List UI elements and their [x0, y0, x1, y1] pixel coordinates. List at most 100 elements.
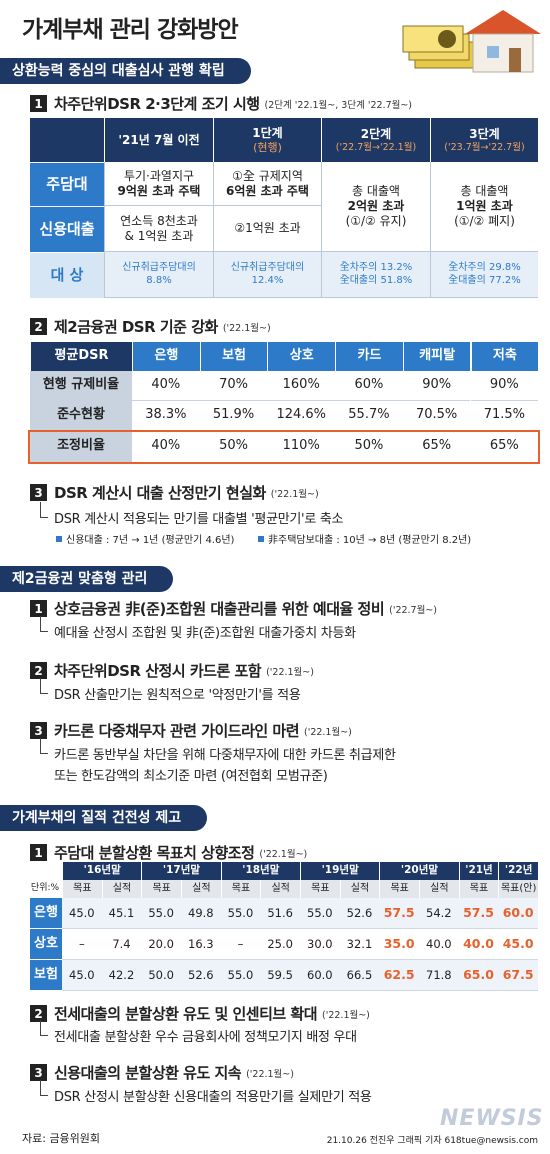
header-line: 3단계 [469, 126, 500, 141]
item-number: 1 [30, 844, 47, 861]
watermark: NEWSIS [440, 1106, 544, 1131]
table-cell: 45.1 [101, 898, 142, 929]
table-cell: – [62, 929, 102, 960]
cell-line: 全차주의 29.8% [448, 262, 521, 273]
table-cell: 연소득 8천초과 & 1억원 초과 [104, 206, 213, 252]
table-header-cell: 2단계 ('22.7월→'22.1월) [321, 118, 430, 162]
table-cell: 38.3% [132, 401, 200, 431]
year-header: '16년말 [62, 862, 142, 880]
item-title: 상호금융권 非(준)조합원 대출관리를 위한 예대율 정비 [54, 600, 385, 618]
table-cell: 65% [470, 431, 539, 463]
table-cell: 54.2 [419, 898, 459, 929]
cell-line: ①全 규제지역 [232, 168, 303, 183]
table-cell: 160% [267, 371, 336, 401]
table-cell: 55.7% [335, 401, 403, 431]
item-detail: 예대율 산정시 조합원 및 非(준)조합원 대출가중치 차등화 [54, 626, 356, 641]
table-cell: 35.0 [379, 929, 419, 960]
cell-line: 2억원 초과 [347, 199, 405, 213]
table-cell: 51.9% [199, 401, 268, 431]
item-heading: 3 신용대출의 분할상환 유도 지속 ('22.1월~) [30, 1062, 294, 1083]
item-title: 신용대출의 분할상환 유도 지속 [54, 1064, 242, 1082]
header-line: '21년 7월 이전 [118, 132, 200, 147]
item-number: 2 [30, 662, 47, 679]
year-header: '18년말 [220, 862, 300, 880]
table-cell: 65% [402, 431, 471, 463]
item-note: ('22.1월~) [304, 726, 352, 738]
table-cell: 50% [335, 431, 403, 463]
row-label: 대 상 [30, 252, 104, 298]
cell-line: ②1억원 초과 [234, 221, 301, 235]
table-cell: 40.0 [458, 929, 499, 960]
sub-header: 실적 [101, 880, 142, 898]
table-header-cell: 저축 [470, 342, 539, 371]
table-cell: 55.0 [141, 898, 181, 929]
table-cell: 52.6 [181, 960, 221, 991]
cell-line: 12.4% [251, 274, 284, 286]
table-cell: 45.0 [498, 929, 538, 960]
table-header-cell: '21년 7월 이전 [104, 118, 213, 162]
table-cell: 총 대출액 2억원 초과 (①/② 유지) [321, 162, 430, 252]
sub-header: 목표 [458, 880, 499, 898]
item-note: (2단계 '22.1월~, 3단계 '22.7월~) [264, 99, 413, 111]
item-title: 차주단위DSR 2·3단계 조기 시행 [54, 95, 260, 113]
item-heading: 1 주담대 분할상환 목표치 상향조정 ('22.1월~) [30, 842, 307, 863]
bracket [40, 738, 48, 754]
item-detail: 전세대출 분할상환 우수 금융회사에 정책모기지 배정 우대 [54, 1030, 357, 1045]
item-note: ('22.1월~) [222, 322, 271, 334]
table-cell: 25.0 [260, 929, 300, 960]
table-cell: 67.5 [498, 960, 538, 991]
table-cell: 66.5 [339, 960, 380, 991]
table-cell: 7.4 [101, 929, 142, 960]
item-heading: 2 전세대출의 분할상환 유도 및 인센티브 확대 ('22.1월~) [30, 1003, 370, 1024]
row-label: 준수현황 [30, 401, 132, 431]
table-cell: 60.0 [300, 960, 340, 991]
table-cell: 40.0 [419, 929, 459, 960]
table-cell: 55.0 [220, 960, 261, 991]
item-note: ('22.1월~) [259, 848, 308, 860]
table-cell: 90% [470, 371, 539, 401]
cell-line: 全대출의 77.2% [448, 274, 521, 286]
item-note: ('22.1월~) [266, 666, 314, 678]
table-cell: 全차주의 29.8% 全대출의 77.2% [430, 252, 538, 298]
item-title: 카드론 다중채무자 관련 가이드라인 마련 [54, 722, 300, 740]
bracket [40, 502, 48, 518]
table-cell: 50% [199, 431, 268, 463]
table-cell: ①全 규제지역 6억원 초과 주택 [213, 162, 321, 206]
header-line: ('22.7월→'22.1월) [335, 141, 417, 153]
item-number: 3 [30, 484, 47, 501]
table-cell: 투기·과열지구 9억원 초과 주택 [104, 162, 213, 206]
cell-line: 총 대출액 [352, 184, 400, 198]
bracket [40, 1020, 48, 1036]
cell-line: 9억원 초과 주택 [117, 183, 201, 198]
bracket [40, 1080, 48, 1096]
table-cell: 71.8 [419, 960, 459, 991]
table-cell: ②1억원 초과 [213, 206, 321, 252]
header-line: ('23.7월→'22.7월) [444, 141, 525, 153]
item-title: 전세대출의 분할상환 유도 및 인센티브 확대 [54, 1005, 318, 1023]
cell-line: 신규취급주담대의 [122, 262, 196, 273]
sub-header: 목표 [62, 880, 102, 898]
header-line: 1단계 [252, 125, 283, 140]
highlight-border [28, 430, 540, 464]
year-header: '17년말 [141, 862, 221, 880]
cell-line: (①/② 폐지) [454, 214, 515, 228]
bracket [40, 678, 48, 694]
row-label: 보험 [30, 960, 62, 991]
house-money-icon [402, 10, 541, 73]
table-cell: – [220, 929, 261, 960]
cell-line: 全대출의 51.8% [339, 274, 413, 286]
table-cell: 70% [199, 371, 268, 401]
cell-line: & 1억원 초과 [124, 228, 194, 243]
cell-line: 총 대출액 [460, 184, 509, 198]
item-note: ('22.1월~) [322, 1009, 370, 1021]
table-cell: 71.5% [470, 401, 539, 431]
table-cell: 55.0 [300, 898, 340, 929]
item-detail: DSR 산출만기는 원칙적으로 '약정만기'를 적용 [54, 688, 301, 703]
row-label: 주담대 [30, 162, 104, 206]
item-heading: 2 제2금융권 DSR 기준 강화 ('22.1월~) [30, 316, 271, 337]
item-detail: 카드론 동반부실 차단을 위해 다중채무자에 대한 카드론 취급제한 [54, 748, 396, 763]
table-cell: 全차주의 13.2% 全대출의 51.8% [321, 252, 430, 298]
item-heading: 3 카드론 다중채무자 관련 가이드라인 마련 ('22.1월~) [30, 720, 352, 741]
table-cell: 45.0 [62, 898, 102, 929]
cell-line: 全차주의 13.2% [339, 262, 413, 273]
